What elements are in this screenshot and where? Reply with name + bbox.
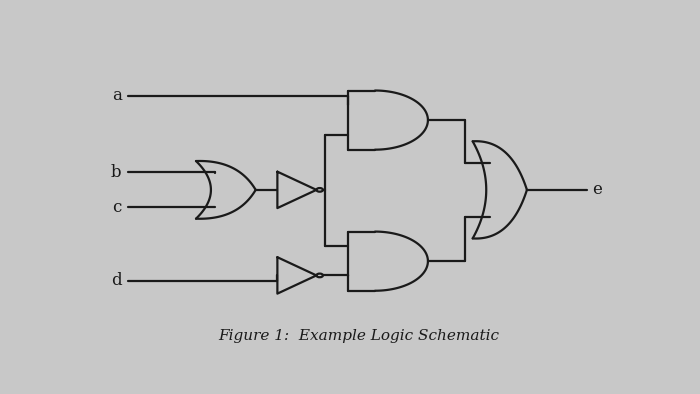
Text: Figure 1:  Example Logic Schematic: Figure 1: Example Logic Schematic <box>218 329 499 343</box>
Text: b: b <box>111 164 122 181</box>
Text: d: d <box>111 272 122 289</box>
Text: e: e <box>592 181 602 198</box>
Text: c: c <box>112 199 122 216</box>
Text: a: a <box>112 87 122 104</box>
